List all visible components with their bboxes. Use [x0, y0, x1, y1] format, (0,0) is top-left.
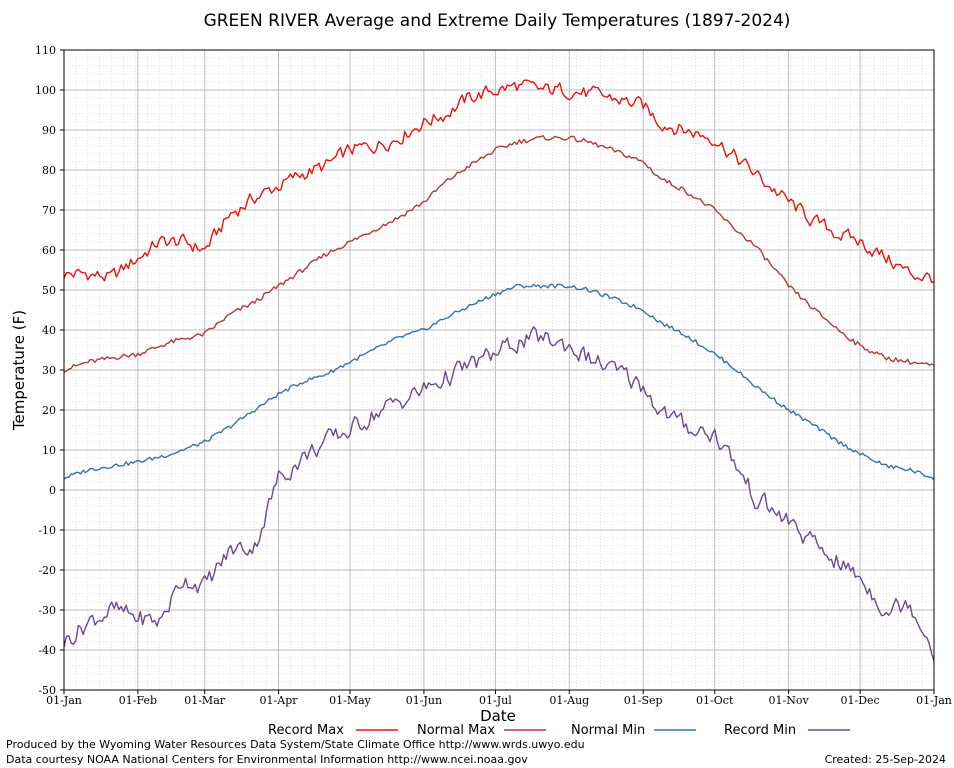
y-axis-label: Temperature (F) [10, 310, 28, 431]
y-tick-label: 80 [42, 164, 56, 177]
y-tick-label: -30 [38, 604, 56, 617]
x-tick-label: 01-Jan [46, 694, 82, 707]
legend-item-record-max: Record Max [268, 723, 398, 738]
x-axis-label: Date [480, 707, 516, 725]
x-tick-label: 01-May [329, 694, 372, 707]
series-line-normal-max [63, 135, 935, 373]
x-tick-label: 01-Nov [769, 694, 810, 707]
legend: Record Max Normal Max Normal Min Record … [268, 723, 850, 738]
x-axis-ticks: 01-Jan 01-Feb 01-Mar 01-Apr 01-May 01-Jun 01-J… [46, 690, 952, 707]
series-line-normal-min [63, 283, 935, 481]
x-tick-label: 01-Jun [406, 694, 442, 707]
y-tick-label: 50 [42, 284, 56, 297]
x-tick-label: 01-Jul [479, 694, 512, 707]
y-axis-ticks: -50 -40 -30 -20 -10 0 10 20 30 40 50 60 70 80 90 100 110 [35, 44, 64, 697]
x-tick-label: 01-Feb [119, 694, 157, 707]
y-tick-label: -10 [38, 524, 56, 537]
x-tick-label: 01-Oct [696, 694, 734, 707]
series-lines [63, 79, 935, 662]
y-tick-label: 10 [42, 444, 56, 457]
x-tick-label: 01-Apr [260, 694, 299, 707]
y-tick-label: 20 [42, 404, 56, 417]
x-tick-label: 01-Sep [624, 694, 663, 707]
x-tick-label: 01-Mar [184, 694, 226, 707]
legend-item-normal-max: Normal Max [417, 723, 546, 738]
y-tick-label: 60 [42, 244, 56, 257]
legend-label-record-min: Record Min [724, 723, 796, 738]
y-tick-label: 0 [49, 484, 56, 497]
y-tick-label: 90 [42, 124, 56, 137]
x-tick-label: 01-Jan [916, 694, 952, 707]
y-tick-label: -40 [38, 644, 56, 657]
y-tick-label: 30 [42, 364, 56, 377]
y-tick-label: 40 [42, 324, 56, 337]
series-line-record-max [63, 79, 935, 284]
footer-credit-line: Produced by the Wyoming Water Resources … [6, 738, 585, 751]
footer-data-source: Data courtesy NOAA National Centers for … [6, 753, 528, 766]
x-tick-label: 01-Aug [549, 694, 589, 707]
legend-item-normal-min: Normal Min [571, 723, 696, 738]
y-tick-label: 110 [35, 44, 56, 57]
chart-title: GREEN RIVER Average and Extreme Daily Te… [204, 11, 791, 31]
legend-item-record-min: Record Min [724, 723, 850, 738]
y-tick-label: 70 [42, 204, 56, 217]
y-tick-label: 100 [35, 84, 56, 97]
x-tick-label: 01-Dec [841, 694, 880, 707]
legend-label-record-max: Record Max [268, 723, 344, 738]
y-tick-label: -50 [38, 684, 56, 697]
footer-created-date: Created: 25-Sep-2024 [825, 753, 946, 766]
legend-label-normal-min: Normal Min [571, 723, 645, 738]
y-tick-label: -20 [38, 564, 56, 577]
plot-area [63, 49, 935, 691]
series-line-record-min [63, 326, 935, 662]
legend-label-normal-max: Normal Max [417, 723, 495, 738]
